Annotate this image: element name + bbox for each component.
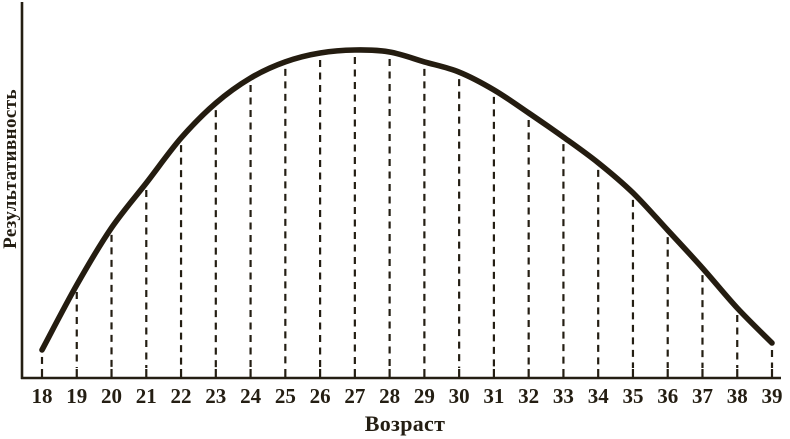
x-tick-label: 39	[762, 384, 783, 408]
x-tick-label: 36	[657, 384, 678, 408]
x-tick-label: 26	[310, 384, 331, 408]
x-tick-label: 28	[379, 384, 400, 408]
x-tick-label: 25	[275, 384, 296, 408]
x-tick-label: 35	[622, 384, 643, 408]
x-tick-label: 22	[171, 384, 192, 408]
x-tick-label: 31	[483, 384, 504, 408]
x-tick-label: 24	[240, 384, 262, 408]
x-tick-label: 21	[136, 384, 157, 408]
performance-curve	[39, 47, 775, 353]
x-tick-label: 38	[727, 384, 748, 408]
x-tick-label: 32	[518, 384, 539, 408]
x-tick-label: 20	[101, 384, 122, 408]
x-axis-title: Возраст	[364, 411, 446, 436]
x-tick-label: 18	[32, 384, 53, 408]
x-tick-label: 33	[553, 384, 574, 408]
x-tick-label: 23	[205, 384, 226, 408]
x-tick-label: 29	[414, 384, 435, 408]
x-tick-label: 30	[449, 384, 470, 408]
x-tick-label: 27	[344, 384, 365, 408]
x-tick-label: 37	[692, 384, 713, 408]
x-tick-label: 34	[588, 384, 610, 408]
x-tick-label: 19	[66, 384, 87, 408]
